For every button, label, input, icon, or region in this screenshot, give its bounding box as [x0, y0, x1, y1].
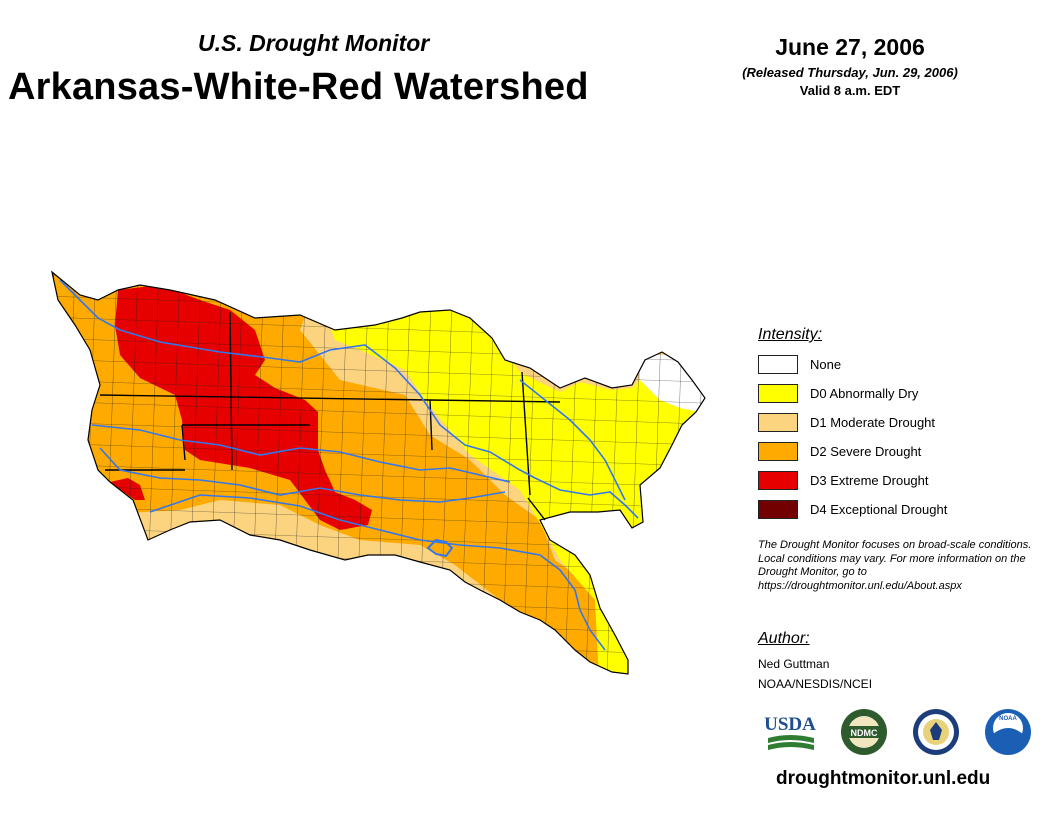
footer-url[interactable]: droughtmonitor.unl.edu [776, 768, 991, 789]
canadian-river [99, 447, 506, 503]
rivers [59, 279, 639, 651]
author-name: Ned Guttman [758, 657, 830, 671]
red-river [149, 494, 606, 651]
legend: None D0 Abnormally Dry D1 Moderate Droug… [758, 355, 947, 529]
legend-item-d1: D1 Moderate Drought [758, 413, 947, 442]
state-boundaries [99, 311, 561, 521]
legend-label: D0 Abnormally Dry [810, 386, 919, 401]
legend-item-d0: D0 Abnormally Dry [758, 384, 947, 413]
valid-time: Valid 8 a.m. EDT [799, 83, 901, 98]
legend-item-d3: D3 Extreme Drought [758, 471, 947, 500]
map-title: Arkansas-White-Red Watershed [8, 66, 589, 108]
legend-swatch [758, 413, 798, 432]
legend-label: None [810, 357, 842, 372]
legend-label: D3 Extreme Drought [810, 473, 929, 488]
date-block: June 27, 2006 (Released Thursday, Jun. 2… [700, 34, 1000, 98]
legend-swatch [758, 471, 798, 490]
legend-swatch [758, 355, 798, 374]
noaa-logo: NOAA [985, 709, 1031, 755]
cimarron-river [91, 424, 511, 483]
legend-swatch [758, 500, 798, 519]
legend-swatch [758, 442, 798, 461]
partner-logos: USDA NDMC NOAA [764, 709, 1031, 755]
release-date: (Released Thursday, Jun. 29, 2006) [742, 65, 958, 80]
noaa-logo-text: NOAA [999, 716, 1017, 722]
ndmc-logo-text: NDMC [851, 728, 878, 738]
legend-item-none: None [758, 355, 947, 384]
usda-logo-text: USDA [764, 714, 816, 735]
author-title: Author: [758, 630, 810, 647]
ndmc-logo: NDMC [841, 709, 887, 755]
lake-texoma [426, 538, 454, 558]
map-subtitle: U.S. Drought Monitor [198, 30, 430, 56]
legend-title: Intensity: [758, 326, 823, 343]
legend-label: D4 Exceptional Drought [810, 502, 948, 517]
usda-logo: USDA [764, 714, 816, 750]
drought-areas [52, 272, 705, 674]
legend-label: D1 Moderate Drought [810, 415, 936, 430]
legend-item-d4: D4 Exceptional Drought [758, 500, 947, 529]
legend-item-d2: D2 Severe Drought [758, 442, 947, 471]
doc-seal-logo [913, 709, 959, 755]
disclaimer-note: The Drought Monitor focuses on broad-sca… [758, 539, 1032, 592]
white-river [519, 379, 626, 501]
author-org: NOAA/NESDIS/NCEI [758, 677, 873, 691]
legend-label: D2 Severe Drought [810, 444, 922, 459]
legend-swatch [758, 384, 798, 403]
county-lines [52, 272, 705, 674]
map-date: June 27, 2006 [775, 34, 925, 60]
arkansas-river [59, 279, 639, 519]
drought-map [51, 271, 706, 675]
